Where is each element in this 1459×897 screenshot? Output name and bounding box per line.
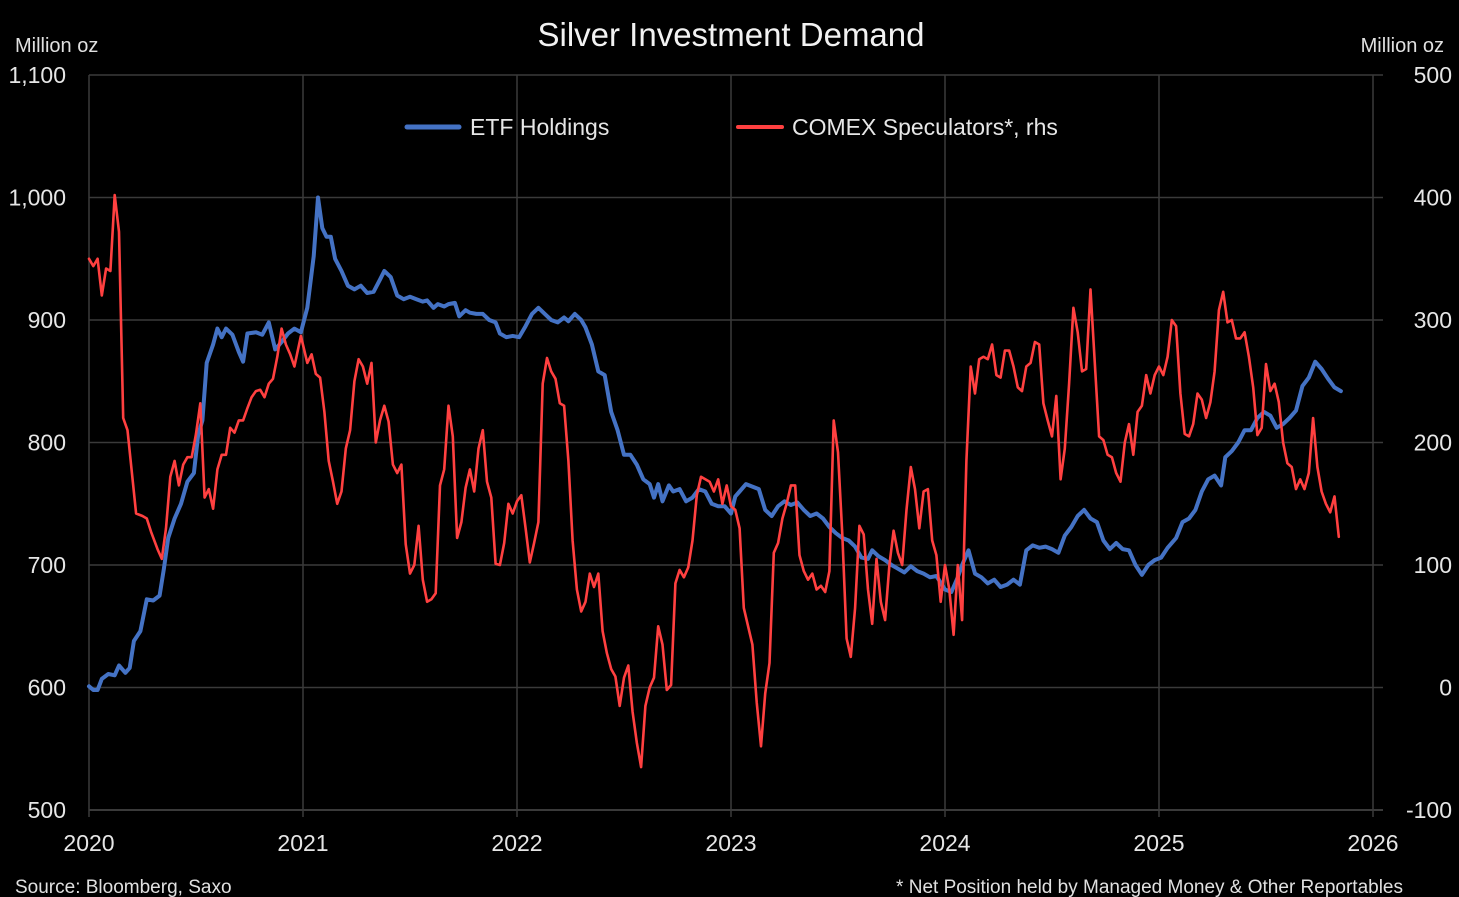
left-axis-tick-label: 600: [28, 675, 66, 701]
x-axis-tick-label: 2025: [1133, 830, 1184, 856]
left-axis-unit-label: Million oz: [15, 35, 98, 57]
x-axis-tick-label: 2023: [705, 830, 756, 856]
gridlines: [88, 74, 1383, 817]
source-note: Source: Bloomberg, Saxo: [15, 877, 232, 897]
right-axis-tick-labels: -100 0 100 200 300 400 500: [1406, 62, 1452, 823]
left-axis-tick-label: 500: [28, 797, 66, 823]
legend-label-etf-holdings: ETF Holdings: [470, 114, 609, 140]
legend: ETF Holdings COMEX Speculators*, rhs: [404, 114, 1058, 140]
right-axis-tick-label: 400: [1414, 185, 1452, 211]
left-axis-tick-label: 1,000: [8, 185, 66, 211]
right-axis-tick-label: 300: [1414, 307, 1452, 333]
x-axis-tick-labels: 2020 2021 2022 2023 2024 2025 2026: [63, 830, 1398, 856]
footnote: * Net Position held by Managed Money & O…: [896, 877, 1403, 897]
left-axis-tick-label: 900: [28, 307, 66, 333]
left-axis-tick-label: 1,100: [8, 62, 66, 88]
x-axis-tick-label: 2026: [1347, 830, 1398, 856]
series-line-etf-holdings: [87, 195, 1343, 692]
left-axis-tick-label: 800: [28, 430, 66, 456]
series-lines: [87, 193, 1343, 769]
chart-title: Silver Investment Demand: [538, 16, 925, 53]
right-axis-tick-label: -100: [1406, 797, 1452, 823]
x-axis-tick-label: 2024: [919, 830, 970, 856]
x-axis-tick-label: 2022: [491, 830, 542, 856]
right-axis-unit-label: Million oz: [1361, 35, 1444, 57]
right-axis-tick-label: 100: [1414, 552, 1452, 578]
x-axis-tick-label: 2021: [277, 830, 328, 856]
right-axis-tick-label: 0: [1439, 675, 1452, 701]
legend-label-comex-speculators: COMEX Speculators*, rhs: [792, 114, 1058, 140]
x-axis-tick-label: 2020: [63, 830, 114, 856]
right-axis-tick-label: 500: [1414, 62, 1452, 88]
left-axis-tick-labels: 500 600 700 800 900 1,000 1,100: [8, 62, 66, 823]
right-axis-tick-label: 200: [1414, 430, 1452, 456]
left-axis-tick-label: 700: [28, 552, 66, 578]
series-line-comex-speculators: [87, 193, 1341, 769]
